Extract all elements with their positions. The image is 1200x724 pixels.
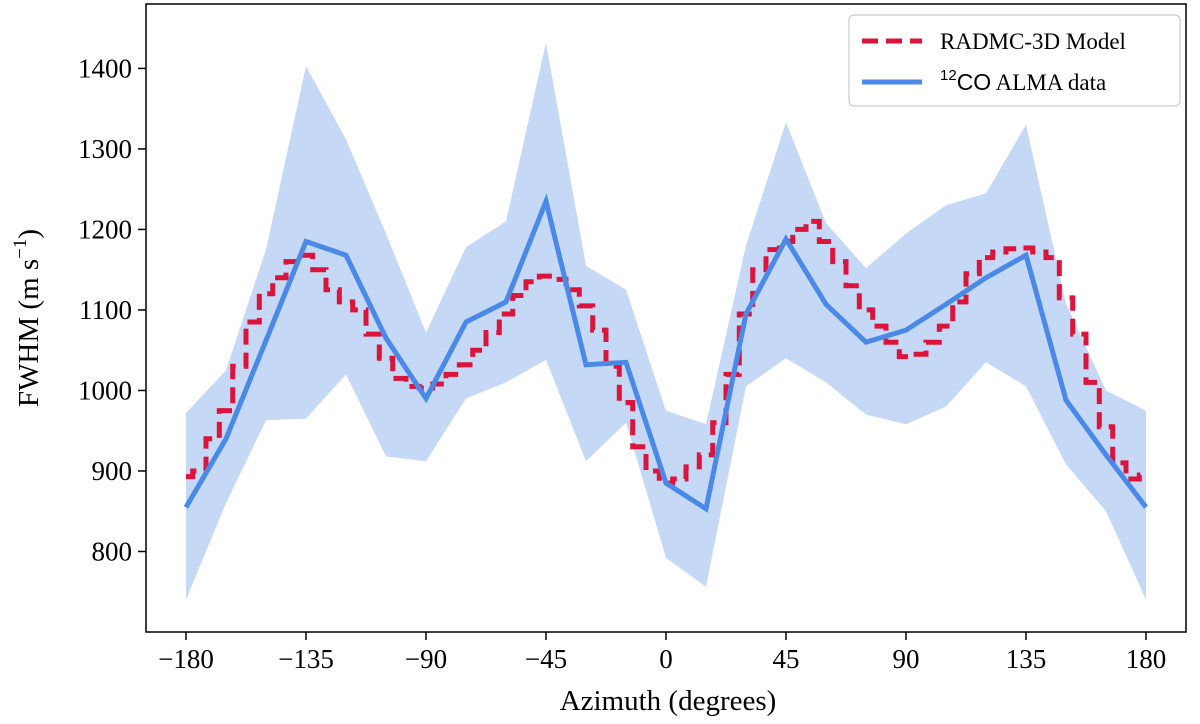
x-tick-label: 0	[659, 644, 673, 674]
y-axis-title: FWHM (m s−1)	[10, 229, 45, 407]
legend-data-label: 12CO ALMA data	[940, 67, 1106, 95]
x-axis-title: Azimuth (degrees)	[560, 685, 777, 717]
legend: RADMC-3D Model 12CO ALMA data	[848, 14, 1181, 107]
y-tick-label: 1000	[78, 375, 132, 405]
data-series-line	[183, 193, 1148, 513]
legend-box	[848, 14, 1181, 107]
x-tick-label: −45	[525, 644, 567, 674]
x-tick-label: 180	[1126, 644, 1167, 674]
x-tick-label: −180	[158, 644, 214, 674]
y-tick-label: 1200	[78, 214, 132, 244]
x-tick-label: −135	[278, 644, 334, 674]
data-uncertainty-band	[186, 42, 1146, 600]
y-tick-label: 1100	[79, 295, 132, 325]
x-tick-label: −90	[405, 644, 447, 674]
y-tick-label: 1400	[78, 53, 132, 83]
y-tick-label: 1300	[78, 134, 132, 164]
x-tick-label: 45	[773, 644, 800, 674]
x-tick-label: 135	[1006, 644, 1047, 674]
x-tick-label: 90	[893, 644, 920, 674]
x-axis: −180 −135 −90 −45 0 45 90 135 180	[158, 632, 1166, 674]
plot-area	[183, 42, 1148, 600]
y-tick-label: 800	[92, 536, 133, 566]
y-tick-label: 900	[92, 456, 133, 486]
y-axis: 800 900 1000 1100 1200 1300 1400	[78, 53, 146, 566]
legend-model-label: RADMC-3D Model	[940, 29, 1126, 54]
